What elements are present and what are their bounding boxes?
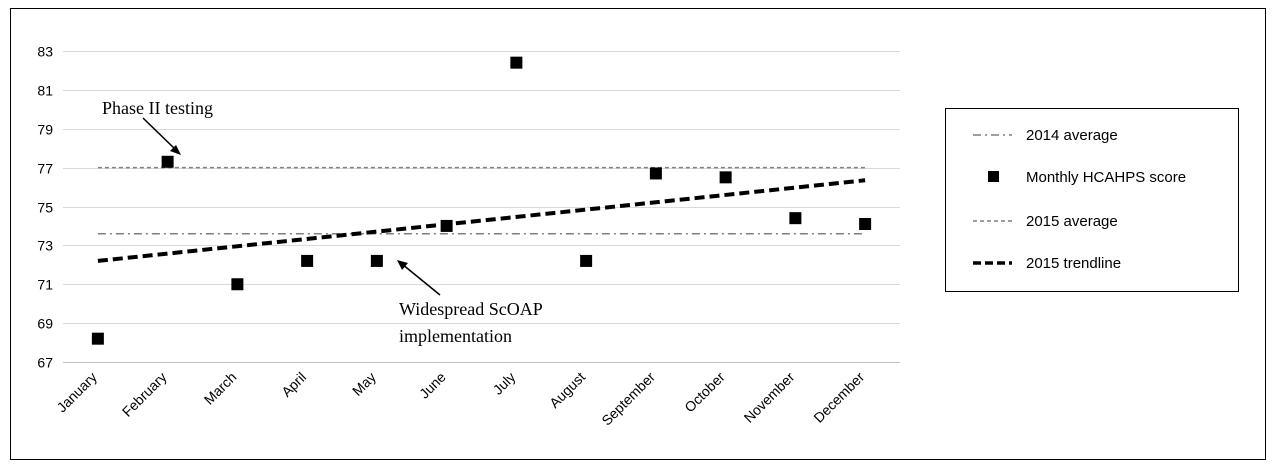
data-points bbox=[91, 56, 872, 345]
y-tick-label-71: 71 bbox=[37, 277, 53, 293]
y-tick-label-69: 69 bbox=[37, 316, 53, 332]
data-point-december bbox=[859, 217, 872, 230]
y-tick-label-73: 73 bbox=[37, 238, 53, 254]
data-point-june bbox=[440, 219, 453, 232]
data-point-may bbox=[370, 254, 383, 267]
data-point-april bbox=[301, 254, 314, 267]
legend-label-2014-average: 2014 average bbox=[1026, 127, 1118, 144]
y-tick-label-77: 77 bbox=[37, 161, 53, 177]
y-tick-label-79: 79 bbox=[37, 122, 53, 138]
data-point-july bbox=[510, 56, 523, 69]
annotation-phase-ii: Phase II testing bbox=[102, 98, 213, 155]
annotation-widespread: Widespread ScOAP implementation bbox=[397, 260, 543, 346]
y-tick-label-81: 81 bbox=[37, 83, 53, 99]
legend-item-2015-average: 2015 average bbox=[973, 213, 1118, 230]
reference-lines bbox=[97, 166, 866, 235]
legend-label-2015-trendline: 2015 trendline bbox=[1026, 255, 1121, 272]
data-point-november bbox=[789, 212, 802, 225]
trendline bbox=[97, 178, 866, 263]
annotation-phase-ii-text: Phase II testing bbox=[102, 98, 213, 118]
legend-item-monthly-score: Monthly HCAHPS score bbox=[988, 169, 1186, 186]
legend-item-2014-average: 2014 average bbox=[973, 127, 1118, 144]
annotation-phase-ii-arrowhead bbox=[170, 145, 181, 155]
trendline-2015-trendline bbox=[97, 178, 866, 263]
annotation-widespread-arrow bbox=[401, 263, 441, 296]
y-tick-label-83: 83 bbox=[37, 44, 53, 60]
y-tick-label-75: 75 bbox=[37, 200, 53, 216]
data-point-august bbox=[580, 254, 593, 267]
annotation-phase-ii-arrow bbox=[142, 117, 177, 151]
legend-item-2015-trendline: 2015 trendline bbox=[973, 255, 1121, 272]
annotation-widespread-line1: Widespread ScOAP bbox=[399, 299, 543, 319]
y-tick-label-67: 67 bbox=[37, 355, 53, 371]
data-point-september bbox=[649, 167, 662, 180]
data-point-march bbox=[231, 278, 244, 291]
annotation-widespread-arrowhead bbox=[397, 260, 408, 270]
legend: 2014 average Monthly HCAHPS score 2015 a… bbox=[945, 108, 1239, 292]
gridlines bbox=[63, 51, 900, 363]
data-point-october bbox=[719, 171, 732, 184]
legend-label-monthly-score: Monthly HCAHPS score bbox=[1026, 169, 1186, 186]
data-point-february bbox=[161, 155, 174, 168]
legend-label-2015-average: 2015 average bbox=[1026, 213, 1118, 230]
y-axis: 67 69 71 73 75 77 79 81 83 bbox=[37, 44, 53, 371]
data-point-january bbox=[91, 332, 104, 345]
annotation-widespread-line2: implementation bbox=[399, 326, 512, 346]
legend-box bbox=[945, 108, 1239, 292]
legend-swatch-monthly-score bbox=[988, 171, 999, 182]
